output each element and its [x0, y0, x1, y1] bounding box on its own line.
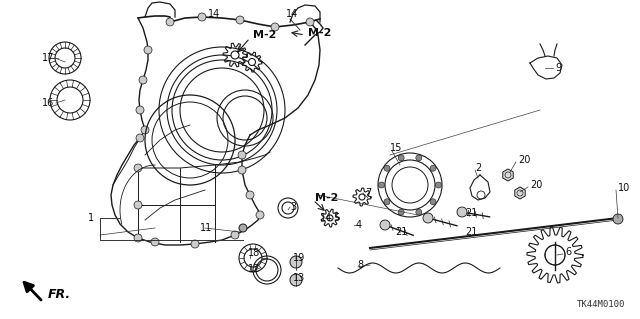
Circle shape [239, 224, 247, 232]
Text: 2: 2 [475, 163, 481, 173]
Circle shape [134, 164, 142, 172]
Circle shape [398, 155, 404, 161]
Circle shape [416, 155, 422, 161]
Circle shape [271, 23, 279, 31]
Text: 8: 8 [357, 260, 363, 270]
Circle shape [384, 199, 390, 205]
Text: 21: 21 [465, 208, 477, 218]
Circle shape [359, 194, 365, 200]
Circle shape [435, 182, 442, 188]
Circle shape [139, 76, 147, 84]
Circle shape [191, 240, 199, 248]
Text: 21: 21 [465, 227, 477, 237]
Polygon shape [515, 187, 525, 199]
Circle shape [246, 191, 254, 199]
Circle shape [398, 209, 404, 215]
Text: 10: 10 [618, 183, 630, 193]
Text: 11: 11 [200, 223, 212, 233]
Polygon shape [503, 169, 513, 181]
Text: 15: 15 [390, 143, 403, 153]
Circle shape [136, 106, 144, 114]
Text: 20: 20 [518, 155, 531, 165]
Circle shape [430, 199, 436, 205]
Text: 20: 20 [530, 180, 542, 190]
Circle shape [166, 18, 174, 26]
Circle shape [198, 13, 206, 21]
Text: 13: 13 [293, 273, 305, 283]
Circle shape [248, 58, 255, 65]
Circle shape [231, 51, 239, 59]
Circle shape [378, 182, 385, 188]
Text: 6: 6 [565, 247, 571, 257]
Circle shape [231, 231, 239, 239]
Circle shape [430, 165, 436, 171]
Circle shape [144, 46, 152, 54]
Text: 5: 5 [333, 213, 339, 223]
Text: 18: 18 [248, 248, 260, 258]
Circle shape [327, 215, 333, 221]
Circle shape [151, 238, 159, 246]
Text: 1: 1 [88, 213, 94, 223]
Text: FR.: FR. [48, 288, 71, 301]
Text: 16: 16 [42, 98, 54, 108]
Text: 19: 19 [293, 253, 305, 263]
Text: TK44M0100: TK44M0100 [577, 300, 625, 309]
Circle shape [136, 134, 144, 142]
Circle shape [613, 214, 623, 224]
Text: M-2: M-2 [315, 193, 339, 203]
Text: 7: 7 [365, 188, 371, 198]
Circle shape [416, 209, 422, 215]
Circle shape [384, 165, 390, 171]
Circle shape [238, 151, 246, 159]
Circle shape [134, 234, 142, 242]
Circle shape [380, 220, 390, 230]
Text: 21: 21 [395, 227, 408, 237]
Circle shape [141, 126, 149, 134]
Text: 3: 3 [290, 202, 296, 212]
Text: M-2: M-2 [308, 28, 332, 38]
Circle shape [238, 166, 246, 174]
Text: 12: 12 [248, 264, 260, 274]
Text: 14: 14 [208, 9, 220, 19]
Text: 4: 4 [356, 220, 362, 230]
Text: 9: 9 [555, 63, 561, 73]
Circle shape [290, 274, 302, 286]
Text: 14: 14 [320, 213, 332, 223]
Circle shape [306, 18, 314, 26]
Text: M-2: M-2 [253, 30, 276, 40]
Circle shape [236, 16, 244, 24]
Text: 17: 17 [42, 53, 54, 63]
Circle shape [457, 207, 467, 217]
Circle shape [134, 201, 142, 209]
Text: 14: 14 [286, 9, 298, 19]
Circle shape [545, 245, 565, 265]
Circle shape [256, 211, 264, 219]
Circle shape [423, 213, 433, 223]
Circle shape [290, 256, 302, 268]
